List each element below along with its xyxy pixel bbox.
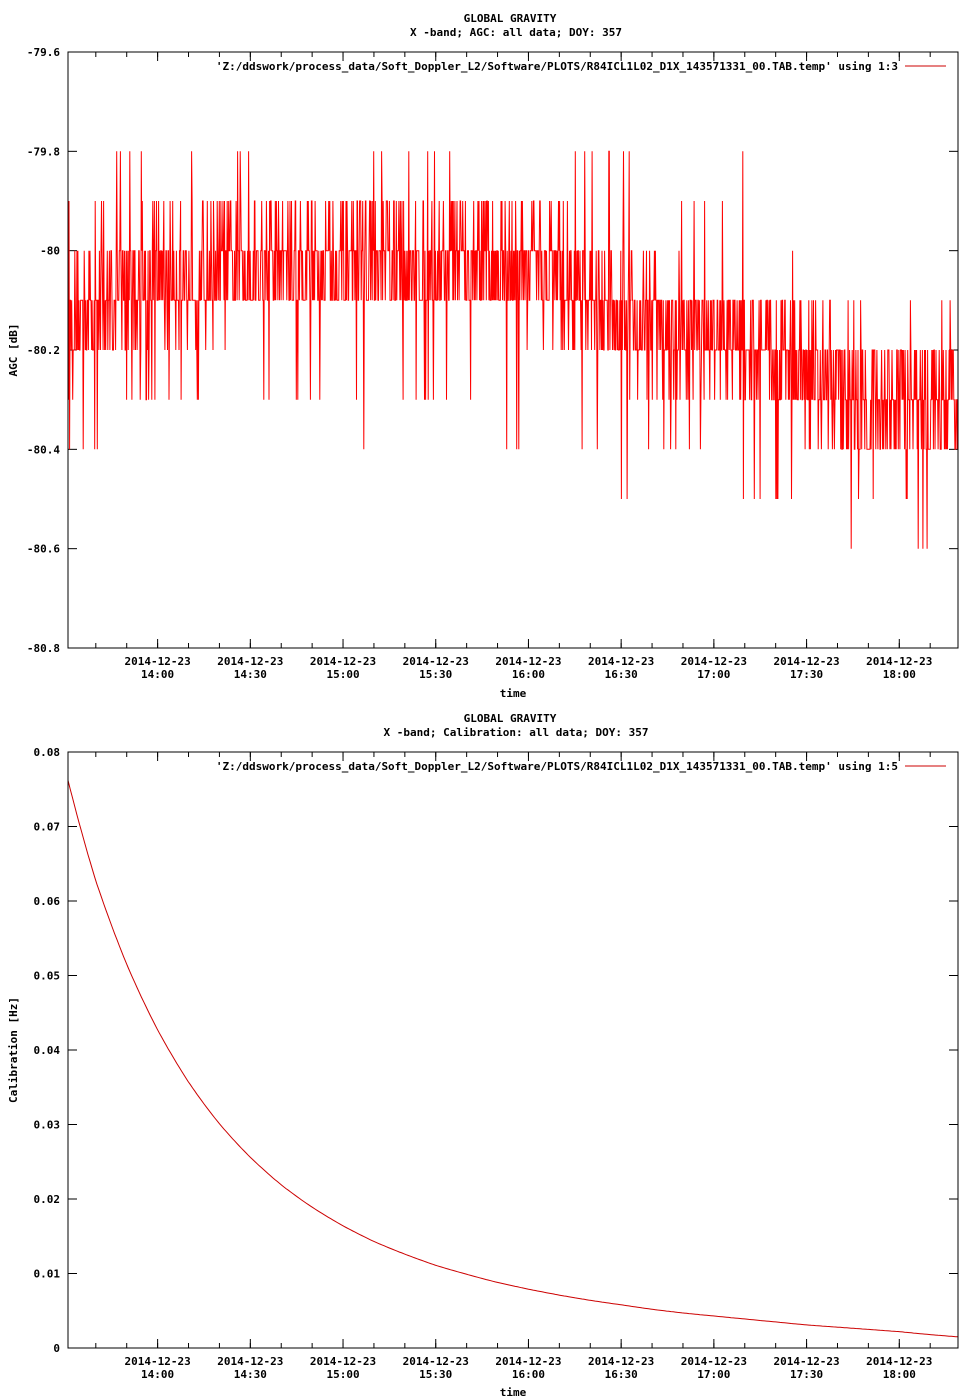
agc-plot-subtitle: X -band; AGC: all data; DOY: 357: [410, 26, 622, 39]
agc-plot: GLOBAL GRAVITY X -band; AGC: all data; D…: [7, 12, 959, 700]
y-tick-label: -79.6: [27, 46, 60, 59]
x-tick-date: 2014-12-23: [495, 655, 561, 668]
calibration-plot-frame: [67, 751, 959, 1349]
x-tick-date: 2014-12-23: [495, 1355, 561, 1368]
agc-plot-title: GLOBAL GRAVITY: [464, 12, 557, 25]
x-tick-date: 2014-12-23: [125, 655, 191, 668]
x-tick-time: 16:30: [605, 1368, 638, 1381]
agc-x-axis-label: time: [500, 687, 527, 700]
calibration-plot: GLOBAL GRAVITY X -band; Calibration: all…: [7, 712, 959, 1399]
x-tick-time: 16:30: [605, 668, 638, 681]
y-tick-label: -80.8: [27, 642, 60, 655]
x-tick-time: 14:00: [141, 1368, 174, 1381]
x-tick-date: 2014-12-23: [217, 655, 283, 668]
x-tick-time: 17:30: [790, 1368, 823, 1381]
calibration-plot-title: GLOBAL GRAVITY: [464, 712, 557, 725]
x-tick-time: 15:30: [419, 1368, 452, 1381]
x-tick-date: 2014-12-23: [588, 655, 654, 668]
y-tick-label: -80.4: [27, 443, 60, 456]
x-tick-time: 17:00: [697, 668, 730, 681]
x-tick-date: 2014-12-23: [403, 1355, 469, 1368]
y-tick-label: 0.08: [34, 746, 61, 759]
agc-plot-frame: [67, 51, 959, 649]
x-tick-date: 2014-12-23: [866, 1355, 932, 1368]
x-tick-date: 2014-12-23: [681, 1355, 747, 1368]
y-tick-label: -79.8: [27, 145, 60, 158]
agc-y-axis-label: AGC [dB]: [7, 324, 20, 377]
calibration-y-tick-labels: 0.08 0.07 0.06 0.05 0.04 0.03 0.02 0.01 0: [34, 746, 61, 1355]
x-tick-date: 2014-12-23: [588, 1355, 654, 1368]
x-tick-time: 15:00: [326, 668, 359, 681]
x-tick-date: 2014-12-23: [217, 1355, 283, 1368]
calibration-legend: 'Z:/ddswork/process_data/Soft_Doppler_L2…: [216, 760, 946, 773]
x-tick-date: 2014-12-23: [773, 655, 839, 668]
calibration-ticks: [68, 751, 958, 1349]
agc-legend: 'Z:/ddswork/process_data/Soft_Doppler_L2…: [216, 60, 946, 73]
x-tick-time: 16:00: [512, 1368, 545, 1381]
calibration-x-axis-label: time: [500, 1386, 527, 1399]
calibration-y-axis-label: Calibration [Hz]: [7, 997, 20, 1103]
x-tick-time: 18:00: [883, 668, 916, 681]
x-tick-time: 18:00: [883, 1368, 916, 1381]
x-tick-date: 2014-12-23: [310, 1355, 376, 1368]
x-tick-date: 2014-12-23: [773, 1355, 839, 1368]
calibration-legend-label: 'Z:/ddswork/process_data/Soft_Doppler_L2…: [216, 760, 898, 773]
agc-y-tick-labels: -79.6 -79.8 -80 -80.2 -80.4 -80.6 -80.8: [27, 46, 60, 655]
x-tick-date: 2014-12-23: [681, 655, 747, 668]
calibration-series: [67, 780, 959, 1338]
y-tick-label: 0.07: [34, 821, 61, 834]
x-tick-time: 15:30: [419, 668, 452, 681]
y-tick-label: 0.04: [34, 1044, 61, 1057]
calibration-x-tick-labels: 2014-12-2314:002014-12-2314:302014-12-23…: [125, 1355, 933, 1381]
y-tick-label: 0.03: [34, 1119, 61, 1132]
agc-line: [67, 150, 958, 549]
y-tick-label: 0: [53, 1342, 60, 1355]
y-tick-label: -80.2: [27, 344, 60, 357]
x-tick-time: 14:30: [234, 1368, 267, 1381]
x-tick-time: 14:30: [234, 668, 267, 681]
x-tick-date: 2014-12-23: [866, 655, 932, 668]
y-tick-label: 0.06: [34, 895, 61, 908]
agc-legend-label: 'Z:/ddswork/process_data/Soft_Doppler_L2…: [216, 60, 898, 73]
y-tick-label: 0.02: [34, 1193, 61, 1206]
agc-series: [67, 150, 958, 549]
agc-x-tick-labels: 2014-12-2314:002014-12-2314:302014-12-23…: [125, 655, 933, 681]
y-tick-label: 0.05: [34, 970, 61, 983]
y-tick-label: -80.6: [27, 543, 60, 556]
y-tick-label: -80: [40, 245, 60, 258]
calibration-plot-subtitle: X -band; Calibration: all data; DOY: 357: [384, 726, 649, 739]
x-tick-date: 2014-12-23: [125, 1355, 191, 1368]
y-tick-label: 0.01: [34, 1268, 61, 1281]
x-tick-date: 2014-12-23: [403, 655, 469, 668]
x-tick-time: 16:00: [512, 668, 545, 681]
x-tick-date: 2014-12-23: [310, 655, 376, 668]
x-tick-time: 17:30: [790, 668, 823, 681]
calibration-line: [67, 780, 959, 1338]
x-tick-time: 17:00: [697, 1368, 730, 1381]
x-tick-time: 14:00: [141, 668, 174, 681]
x-tick-time: 15:00: [326, 1368, 359, 1381]
